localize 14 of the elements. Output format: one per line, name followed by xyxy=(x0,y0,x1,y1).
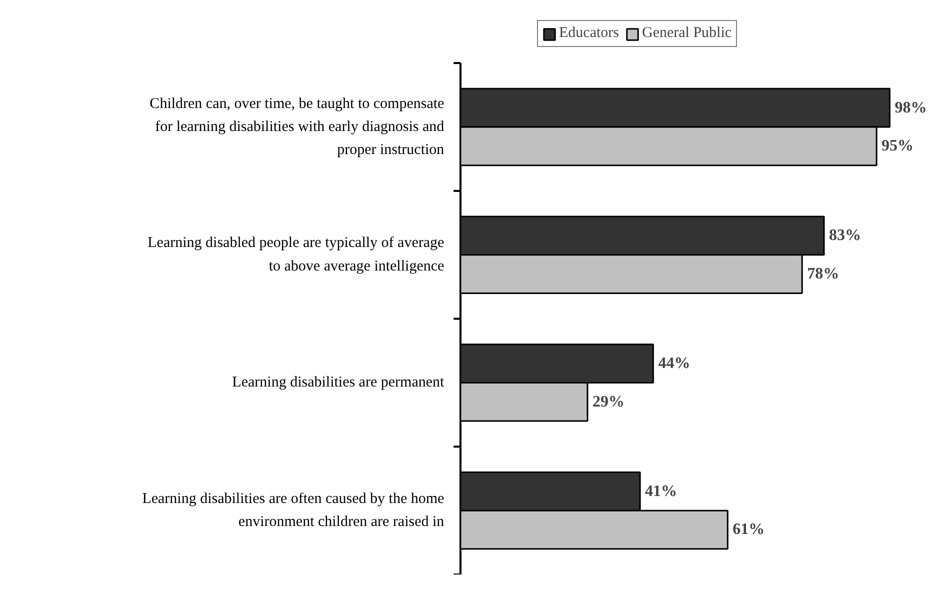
y-tick-label: Learning disabilities are often caused by the home environment children are raised in xyxy=(142,490,445,530)
legend-label: General Public xyxy=(642,25,732,42)
y-tick-label: Children can, over time, be taught to compensate for learning disabilities with early diagnosis and proper instruction xyxy=(150,96,445,158)
y-tick-label: Learning disabled people are typically of average to above average intelligence xyxy=(148,235,445,274)
data-label: 29% xyxy=(592,393,624,410)
data-label: 41% xyxy=(645,482,678,500)
data-label: 95% xyxy=(882,138,914,155)
data-label: 78% xyxy=(807,266,840,283)
data-label: 83% xyxy=(829,227,862,244)
data-label: 61% xyxy=(732,521,765,538)
data-label: 44% xyxy=(658,355,690,372)
y-tick-label: Learning disabilities are permanent xyxy=(232,374,446,391)
legend-label: Educators xyxy=(559,25,619,42)
data-label: 98% xyxy=(894,99,927,116)
